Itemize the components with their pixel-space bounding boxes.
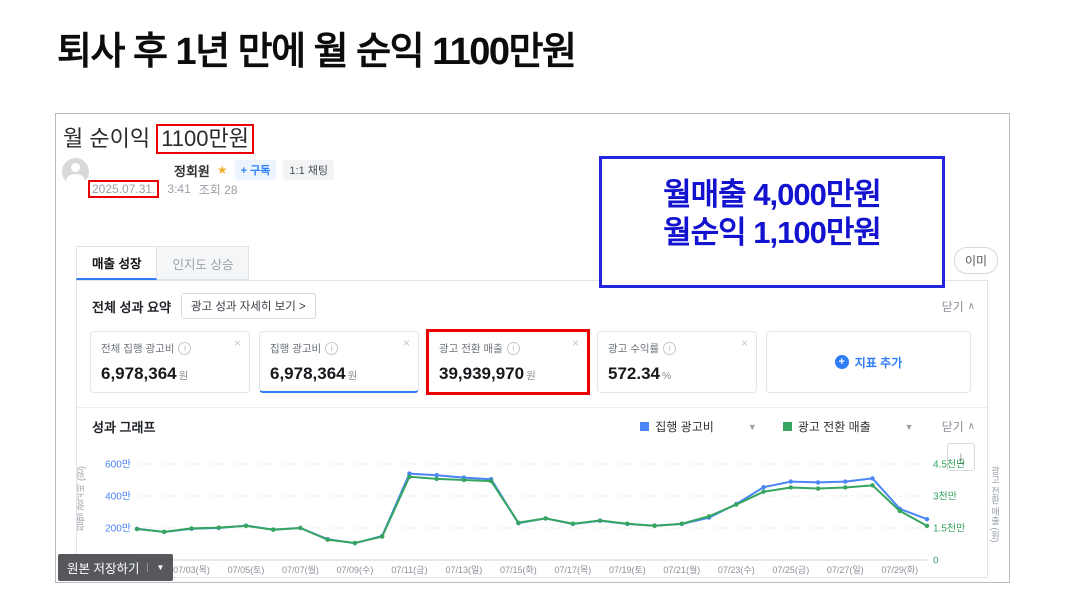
info-icon[interactable]: i [178, 342, 192, 355]
right-axis-title: 광고 전환 매출 (원) [990, 466, 1000, 543]
close-icon[interactable]: × [233, 336, 241, 350]
legend-color-swatch [782, 422, 792, 431]
tab-awareness[interactable]: 인지도 상승 [157, 246, 250, 280]
subscribe-button[interactable]: + 구독 [234, 160, 277, 180]
metric-card-total-spend: 전체 집행 광고비 i × 6,978,364 원 [90, 331, 250, 393]
graph-section-title: 성과 그래프 [92, 420, 156, 435]
close-icon[interactable]: × [740, 336, 748, 350]
metric-value: 39,939,970 [439, 364, 525, 383]
metric-unit: 원 [178, 370, 189, 382]
metric-unit: 원 [347, 370, 358, 382]
svg-text:07/13(일): 07/13(일) [445, 565, 482, 575]
svg-text:07/17(목): 07/17(목) [554, 565, 591, 575]
svg-text:400만: 400만 [105, 491, 131, 503]
section-divider [77, 407, 987, 408]
svg-text:3천만: 3천만 [933, 491, 957, 503]
metric-card-spend: 집행 광고비 i × 6,978,364 원 [259, 331, 419, 393]
svg-text:07/21(월): 07/21(월) [663, 564, 700, 575]
svg-text:600만: 600만 [105, 459, 131, 471]
close-icon[interactable]: × [571, 336, 579, 350]
svg-text:0: 0 [933, 556, 939, 567]
info-icon[interactable]: i [325, 342, 339, 355]
metric-label: 전체 집행 광고비 [101, 343, 175, 355]
dashboard-panel: 전체 성과 요약 광고 성과 자세히 보기 > 닫기 ∧ 전체 집행 광고비 i … [76, 280, 988, 578]
left-axis-title: 집행 광고비 (원) [76, 466, 86, 531]
metric-card-conversion-revenue: 광고 전환 매출 i × 39,939,970 원 [426, 329, 590, 395]
avatar-person-icon [71, 163, 80, 172]
legend-ad-spend-dropdown[interactable]: 집행 광고비 ▼ [640, 418, 757, 435]
svg-text:07/19(토): 07/19(토) [609, 565, 646, 575]
metric-value: 6,978,364 [101, 364, 177, 383]
chat-button[interactable]: 1:1 채팅 [283, 160, 334, 180]
metric-unit: % [662, 370, 672, 382]
summary-collapse-button[interactable]: 닫기 ∧ [941, 299, 975, 314]
metric-label: 광고 전환 매출 [439, 343, 503, 355]
star-icon: ★ [216, 163, 228, 177]
info-icon[interactable]: i [663, 342, 677, 355]
dropdown-caret-icon: ▼ [904, 421, 914, 432]
chevron-up-icon: ∧ [967, 421, 975, 432]
image-button[interactable]: 이미 [954, 247, 999, 274]
callout-overlay: 월매출 4,000만원 월순익 1,100만원 [599, 156, 945, 288]
view-count: 조회 28 [198, 182, 238, 197]
svg-text:07/27(일): 07/27(일) [827, 565, 864, 575]
author-name[interactable]: 정회원 [174, 163, 210, 179]
add-metric-button[interactable]: + 지표 추가 [766, 331, 971, 393]
callout-line-2: 월순익 1,100만원 [663, 215, 882, 250]
svg-text:07/07(월): 07/07(월) [282, 564, 319, 575]
performance-chart: 600만4.5천만400만3천만200만1.5천만0007/03(목)07/05… [105, 459, 965, 576]
svg-text:07/29(화): 07/29(화) [881, 565, 918, 575]
title-red-box-annotation: 1100만원 [156, 124, 254, 155]
metric-cards-row: 전체 집행 광고비 i × 6,978,364 원 집행 광고비 i × 6,978,… [90, 329, 971, 395]
save-dropdown-caret-icon[interactable]: ▼ [147, 563, 164, 572]
svg-text:07/23(수): 07/23(수) [718, 565, 755, 575]
metric-card-roas: 광고 수익률 i × 572.34% [597, 331, 757, 393]
page-headline: 퇴사 후 1년 만에 월 순익 1100만원 [57, 31, 577, 73]
svg-text:07/03(목): 07/03(목) [173, 565, 210, 575]
svg-text:07/11(금): 07/11(금) [391, 565, 427, 575]
svg-text:07/09(수): 07/09(수) [337, 565, 374, 575]
avatar[interactable] [62, 158, 89, 185]
svg-text:07/05(토): 07/05(토) [228, 565, 265, 575]
post-screenshot: 월 순이익 1100만원 정회원 ★ + 구독 1:1 채팅 2025.07.3… [55, 113, 1010, 583]
summary-section-title: 전체 성과 요약 [92, 299, 171, 315]
callout-line-1: 월매출 4,000만원 [663, 177, 882, 212]
save-original-button[interactable]: 원본 저장하기 ▼ [58, 554, 174, 581]
chevron-up-icon: ∧ [967, 300, 975, 312]
plus-icon: + [834, 355, 849, 369]
legend-ad-revenue-dropdown[interactable]: 광고 전환 매출 ▼ [782, 418, 914, 435]
svg-text:4.5천만: 4.5천만 [933, 459, 965, 471]
metric-label: 집행 광고비 [270, 343, 322, 355]
info-icon[interactable]: i [506, 342, 520, 355]
post-title: 월 순이익 1100만원 [63, 121, 254, 155]
ad-performance-detail-button[interactable]: 광고 성과 자세히 보기 > [180, 293, 316, 319]
metric-value: 6,978,364 [270, 364, 346, 383]
download-icon: ↓ [958, 449, 964, 464]
graph-collapse-button[interactable]: 닫기 ∧ [941, 420, 975, 434]
svg-text:07/15(화): 07/15(화) [500, 565, 537, 575]
legend-color-swatch [640, 422, 650, 431]
metric-label: 광고 수익률 [608, 343, 660, 355]
svg-text:200만: 200만 [105, 523, 131, 535]
post-title-text: 월 순이익 [63, 126, 157, 151]
download-button[interactable]: ↓ [947, 443, 975, 471]
summary-header: 전체 성과 요약 광고 성과 자세히 보기 > 닫기 ∧ [92, 293, 975, 319]
date-red-box-annotation: 2025.07.31. [88, 180, 160, 199]
tab-sales-growth[interactable]: 매출 성장 [76, 246, 158, 280]
post-time: 3:41 [167, 182, 191, 197]
metric-value: 572.34 [608, 364, 660, 383]
dashboard-tabs: 매출 성장 인지도 상승 [76, 246, 250, 280]
metric-unit: 원 [526, 370, 536, 382]
close-icon[interactable]: × [402, 336, 410, 350]
svg-text:1.5천만: 1.5천만 [933, 523, 965, 535]
red-box-annotation [426, 329, 590, 395]
svg-text:07/25(금): 07/25(금) [772, 565, 809, 575]
dropdown-caret-icon: ▼ [747, 421, 757, 432]
graph-header: 성과 그래프 집행 광고비 ▼ 광고 전환 매출 ▼ 닫기 ∧ [92, 417, 975, 436]
